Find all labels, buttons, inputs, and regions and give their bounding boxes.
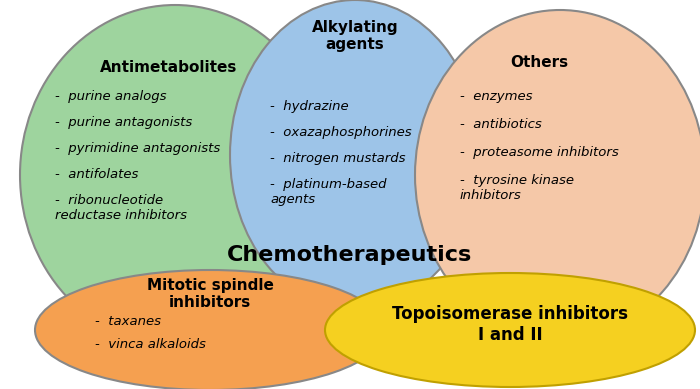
Text: -  taxanes: - taxanes — [95, 315, 161, 328]
Text: -  proteasome inhibitors: - proteasome inhibitors — [460, 146, 619, 159]
Text: -  antifolates: - antifolates — [55, 168, 139, 181]
Text: -  platinum-based
agents: - platinum-based agents — [270, 178, 386, 206]
Text: -  pyrimidine antagonists: - pyrimidine antagonists — [55, 142, 220, 155]
Text: -  purine antagonists: - purine antagonists — [55, 116, 192, 129]
Ellipse shape — [35, 270, 385, 389]
Text: Antimetabolites: Antimetabolites — [100, 60, 237, 75]
Ellipse shape — [230, 0, 480, 310]
Text: -  antibiotics: - antibiotics — [460, 118, 542, 131]
Text: -  oxazaphosphorines: - oxazaphosphorines — [270, 126, 412, 139]
Text: Others: Others — [510, 55, 568, 70]
Text: Alkylating
agents: Alkylating agents — [312, 20, 398, 53]
Text: Mitotic spindle
inhibitors: Mitotic spindle inhibitors — [146, 278, 274, 310]
Ellipse shape — [325, 273, 695, 387]
Text: Chemotherapeutics: Chemotherapeutics — [228, 245, 472, 265]
Text: -  nitrogen mustards: - nitrogen mustards — [270, 152, 405, 165]
Ellipse shape — [20, 5, 330, 345]
Text: -  hydrazine: - hydrazine — [270, 100, 349, 113]
Text: -  purine analogs: - purine analogs — [55, 90, 167, 103]
Text: -  ribonucleotide
reductase inhibitors: - ribonucleotide reductase inhibitors — [55, 194, 187, 222]
Text: -  enzymes: - enzymes — [460, 90, 533, 103]
Text: -  vinca alkaloids: - vinca alkaloids — [95, 338, 206, 351]
Text: Topoisomerase inhibitors
I and II: Topoisomerase inhibitors I and II — [392, 305, 628, 344]
Text: -  tyrosine kinase
inhibitors: - tyrosine kinase inhibitors — [460, 174, 574, 202]
Ellipse shape — [415, 10, 700, 340]
